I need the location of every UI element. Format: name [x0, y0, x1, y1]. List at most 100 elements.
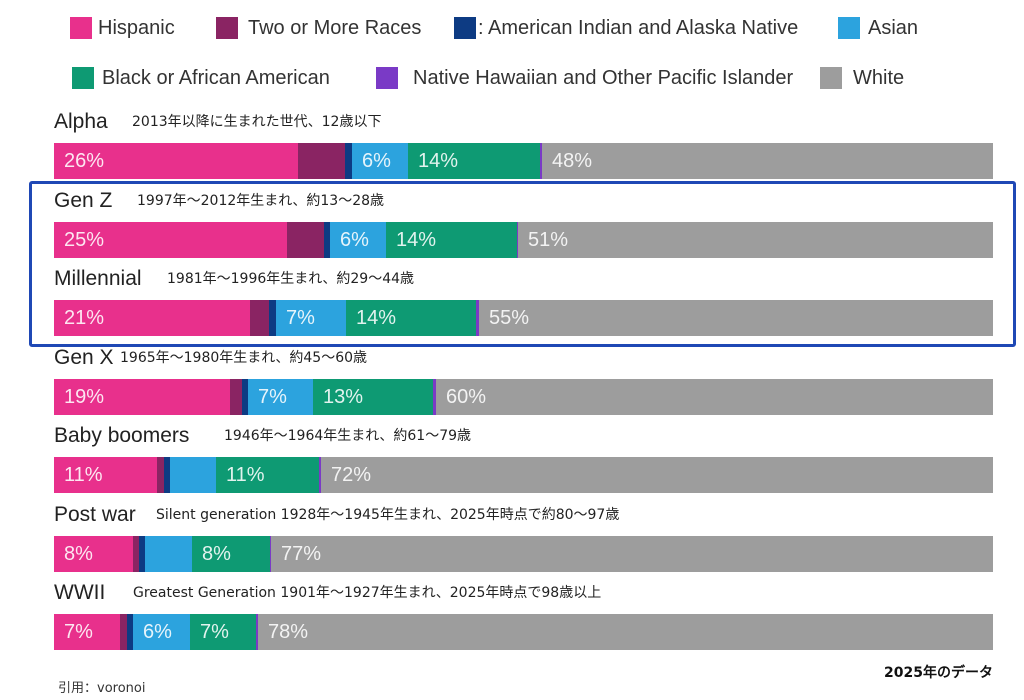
bar-segment-native-hawaiian-and-other-pacific-islander: [517, 222, 518, 258]
generation-note: 1997年～2012年生まれ、約13～28歳: [137, 193, 385, 209]
generation-name: Gen X: [54, 346, 114, 369]
legend-swatch: [820, 67, 842, 89]
data-label: 78%: [268, 621, 309, 643]
bar-segment-white: [436, 379, 993, 415]
source-credit: 引用：voronoi: [58, 681, 146, 696]
bar-segment-asian: [133, 614, 190, 650]
data-label: 8%: [64, 543, 93, 565]
legend-swatch: [454, 17, 476, 39]
bar-segment-two-or-more-races: [133, 536, 139, 572]
bar-segment-asian: [170, 457, 216, 493]
legend-swatch: [72, 67, 94, 89]
bar-segment-black-or-african-american: [386, 222, 517, 258]
data-year-note: 2025年のデータ: [884, 665, 993, 681]
bar-segment-asian: [145, 536, 192, 572]
bar-segment-white: [321, 457, 993, 493]
bar-segment-black-or-african-american: [190, 614, 256, 650]
bar-segment-american-indian-and-alaska-native: [127, 614, 133, 650]
data-label: 14%: [418, 150, 459, 172]
bar-segment-two-or-more-races: [298, 143, 345, 179]
stacked-bar: 26% 6% 14% 48%: [54, 143, 993, 179]
bar-segment-hispanic: [54, 536, 133, 572]
data-label: 51%: [528, 229, 569, 251]
bar-segment-black-or-african-american: [313, 379, 433, 415]
generation-name: WWII: [54, 581, 106, 604]
stacked-bar: 7% 6% 7% 78%: [54, 614, 993, 650]
stacked-bar: 25% 6% 14% 51%: [54, 222, 993, 258]
generation-header: Alpha 2013年以降に生まれた世代、12歳以下: [54, 110, 994, 134]
bar-segment-two-or-more-races: [287, 222, 324, 258]
data-label: 55%: [489, 307, 530, 329]
legend-label: Native Hawaiian and Other Pacific Island…: [413, 67, 794, 89]
bar-segment-white: [479, 300, 993, 336]
data-label: 7%: [258, 386, 287, 408]
bar-segment-hispanic: [54, 143, 298, 179]
generation-name: Alpha: [54, 110, 108, 133]
bar-segment-native-hawaiian-and-other-pacific-islander: [540, 143, 542, 179]
legend-swatch: [838, 17, 860, 39]
bar-segment-native-hawaiian-and-other-pacific-islander: [256, 614, 258, 650]
bar-segment-american-indian-and-alaska-native: [324, 222, 330, 258]
data-label: 26%: [64, 150, 105, 172]
bar-segment-american-indian-and-alaska-native: [242, 379, 248, 415]
bar-segment-black-or-african-american: [216, 457, 319, 493]
generation-header: Gen X 1965年～1980年生まれ、約45～60歳: [54, 346, 994, 370]
bar-segment-two-or-more-races: [230, 379, 242, 415]
bar-segment-hispanic: [54, 222, 287, 258]
legend-label: Hispanic: [98, 17, 175, 39]
data-label: 13%: [323, 386, 364, 408]
generation-header: Baby boomers 1946年～1964年生まれ、約61～79歳: [54, 424, 994, 448]
data-label: 14%: [356, 307, 397, 329]
stacked-bar: 8% 8% 77%: [54, 536, 993, 572]
bar-segment-black-or-african-american: [408, 143, 540, 179]
legend-label: Black or African American: [102, 67, 330, 89]
data-label: 6%: [340, 229, 369, 251]
bar-segment-hispanic: [54, 300, 250, 336]
data-label: 7%: [286, 307, 315, 329]
generation-header: WWII Greatest Generation 1901年～1927年生まれ、2…: [54, 581, 994, 605]
legend-label: Asian: [868, 17, 919, 39]
generation-name: Baby boomers: [54, 424, 190, 447]
bar-segment-white: [518, 222, 993, 258]
data-label: 7%: [200, 621, 229, 643]
generation-name: Post war: [54, 503, 136, 526]
bar-segment-american-indian-and-alaska-native: [269, 300, 276, 336]
bar-segment-native-hawaiian-and-other-pacific-islander: [319, 457, 321, 493]
bar-segment-white: [542, 143, 993, 179]
bar-segment-american-indian-and-alaska-native: [164, 457, 170, 493]
bar-segment-two-or-more-races: [120, 614, 127, 650]
bar-segment-native-hawaiian-and-other-pacific-islander: [270, 536, 271, 572]
bar-segment-hispanic: [54, 614, 120, 650]
legend-label: White: [853, 67, 905, 89]
generation-header: Millennial 1981年～1996年生まれ、約29～44歳: [54, 267, 994, 291]
data-label: 72%: [331, 464, 372, 486]
stacked-bar: 21% 7% 14% 55%: [54, 300, 993, 336]
bar-segment-native-hawaiian-and-other-pacific-islander: [433, 379, 436, 415]
stacked-bar: 19% 7% 13% 60%: [54, 379, 993, 415]
bar-segment-black-or-african-american: [346, 300, 476, 336]
data-label: 48%: [552, 150, 593, 172]
bar-segment-american-indian-and-alaska-native: [139, 536, 145, 572]
stacked-bar: 11% 11% 72%: [54, 457, 993, 493]
bar-segment-white: [258, 614, 993, 650]
bar-segment-white: [271, 536, 993, 572]
data-label: 11%: [226, 464, 265, 486]
generation-name: Millennial: [54, 267, 142, 290]
legend-swatch: [70, 17, 92, 39]
legend-swatch: [216, 17, 238, 39]
bar-segment-american-indian-and-alaska-native: [345, 143, 352, 179]
bar-segment-hispanic: [54, 379, 230, 415]
generation-header: Gen Z 1997年～2012年生まれ、約13～28歳: [54, 189, 994, 213]
generation-note: 1946年～1964年生まれ、約61～79歳: [224, 428, 472, 444]
generation-note: 1981年～1996年生まれ、約29～44歳: [167, 271, 415, 287]
data-label: 14%: [396, 229, 437, 251]
bar-segment-asian: [352, 143, 408, 179]
data-label: 25%: [64, 229, 105, 251]
bar-segment-asian: [276, 300, 346, 336]
bar-segment-two-or-more-races: [157, 457, 164, 493]
data-label: 6%: [362, 150, 391, 172]
data-label: 8%: [202, 543, 231, 565]
data-label: 60%: [446, 386, 487, 408]
generation-note: 2013年以降に生まれた世代、12歳以下: [132, 114, 382, 130]
